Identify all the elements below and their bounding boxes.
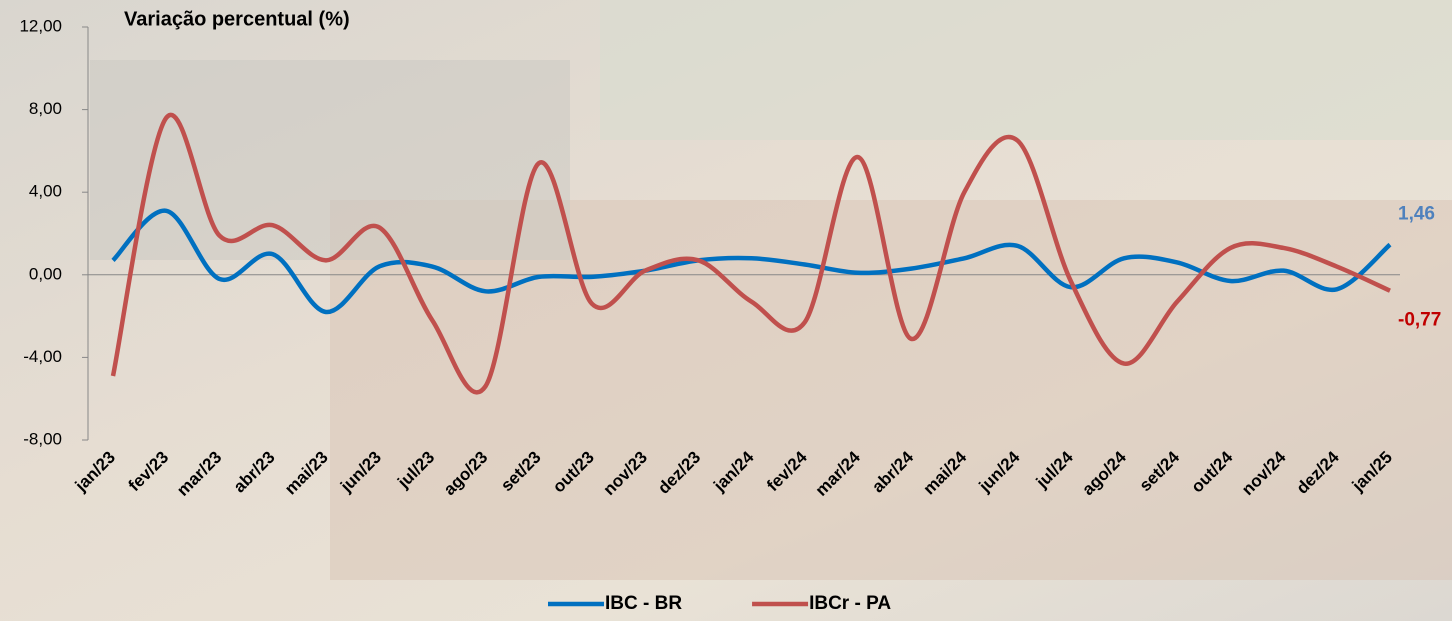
chart: Variação percentual (%) -8,00 -4,00 0,00 4,… [0,0,1452,621]
data-label: -0,77 [1398,310,1441,331]
data-label: 1,46 [1398,204,1435,225]
background-photo [90,60,570,260]
background-photo [600,0,1452,140]
y-tick-label: -8,00 [23,429,62,448]
y-tick-label: 4,00 [29,182,62,201]
y-tick-label: -4,00 [23,347,62,366]
y-tick-label: 12,00 [19,16,62,35]
legend-label: IBCr - PA [809,593,891,614]
y-tick-label: 0,00 [29,264,62,283]
legend-label: IBC - BR [605,593,682,614]
y-tick-label: 8,00 [29,99,62,118]
chart-title: Variação percentual (%) [124,8,350,30]
